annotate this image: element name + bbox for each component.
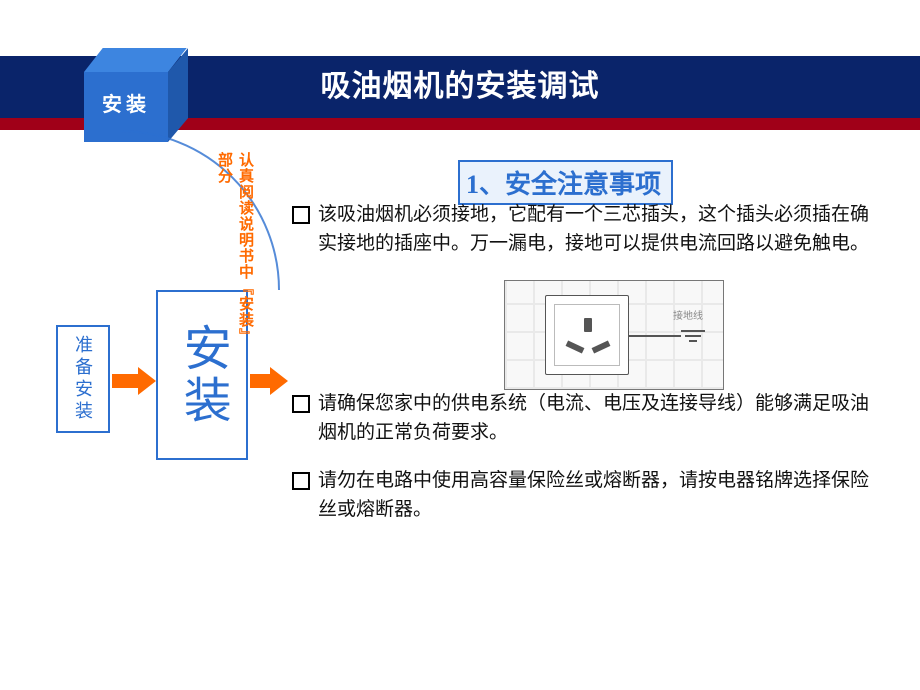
flow-box-prepare: 准备安装 (56, 325, 110, 433)
section-title: 1、安全注意事项 (458, 160, 673, 205)
outlet-plate-icon (545, 295, 629, 375)
bullet-item: 请确保您家中的供电系统（电流、电压及连接导线）能够满足吸油烟机的正常负荷要求。 (292, 389, 882, 448)
arrow-icon (112, 367, 156, 395)
ground-wire-icon (629, 335, 681, 337)
outlet-figure: 接地线 (504, 280, 724, 390)
bullet-item: 该吸油烟机必须接地，它配有一个三芯插头，这个插头必须插在确实接地的插座中。万一漏… (292, 200, 882, 259)
arrow-icon (250, 367, 288, 395)
ground-label: 接地线 (673, 307, 703, 322)
flow-prepare-label: 准备安装 (70, 335, 96, 423)
bullet-item: 请勿在电路中使用高容量保险丝或熔断器，请按电器铭牌选择保险丝或熔断器。 (292, 466, 882, 525)
tab-label: 安装 (84, 88, 168, 117)
side-note: 认真阅读说明书中『安装』部分 (214, 152, 256, 352)
ground-symbol-icon (681, 327, 705, 342)
slide: 吸油烟机的安装调试 安装 准备安装 安装 认真阅读说明书中『安装』部分 1、安全… (0, 0, 920, 690)
